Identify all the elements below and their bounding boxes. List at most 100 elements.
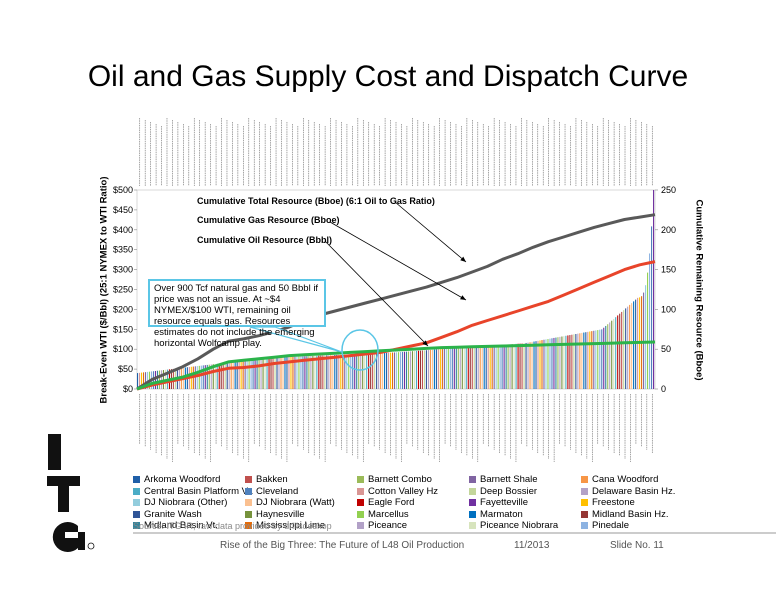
break-even-bar — [429, 349, 431, 389]
arrow-gas — [329, 221, 467, 301]
break-even-bar — [645, 285, 647, 389]
break-even-bar — [643, 292, 645, 389]
break-even-bar — [158, 370, 161, 389]
break-even-bar — [366, 353, 368, 389]
callout-pointer — [249, 326, 343, 353]
legend-swatch — [581, 476, 588, 484]
break-even-bar — [274, 357, 276, 389]
left-tick-label: $400 — [113, 225, 133, 235]
break-even-bar — [264, 358, 266, 389]
arrow-oil-head — [422, 340, 428, 346]
break-even-bar — [196, 366, 198, 389]
break-even-bar — [308, 356, 310, 389]
break-even-bar — [216, 363, 218, 389]
break-even-bar — [156, 370, 159, 389]
break-even-bar — [575, 334, 577, 389]
break-even-bar — [553, 337, 555, 389]
legend-swatch — [469, 487, 476, 495]
break-even-bar — [138, 372, 141, 389]
break-even-bar — [284, 357, 286, 389]
break-even-bar — [314, 355, 316, 389]
break-even-bar — [316, 355, 318, 389]
right-tick-label: 200 — [661, 225, 676, 235]
legend-label: Midland Basin Hz. — [592, 508, 669, 520]
break-even-bar — [493, 345, 495, 389]
break-even-bar — [523, 343, 525, 389]
break-even-bar — [280, 357, 282, 389]
break-even-bar — [599, 329, 601, 389]
break-even-bar — [266, 357, 268, 389]
break-even-bar — [433, 349, 435, 389]
break-even-bar — [334, 355, 336, 389]
break-even-bar — [208, 364, 210, 389]
break-even-bar — [613, 318, 615, 389]
source-note: Source: ITG IR, raw data provided by dri… — [133, 521, 332, 531]
break-even-bar — [384, 352, 386, 389]
legend-entry: Marcellus — [357, 509, 464, 521]
legend-entry: Central Basin Platform Vt. — [133, 486, 253, 498]
break-even-bar — [276, 357, 278, 389]
break-even-bar — [376, 353, 378, 389]
left-tick-label: $150 — [113, 324, 133, 334]
break-even-bar — [403, 351, 406, 389]
break-even-bar — [459, 347, 461, 389]
legend-label: Freestone — [592, 497, 635, 509]
break-even-bar — [154, 370, 157, 389]
legend-entry: Delaware Basin Hz. — [581, 486, 691, 498]
break-even-bar — [364, 353, 366, 389]
break-even-bar — [382, 352, 384, 389]
break-even-bar — [415, 350, 418, 389]
break-even-bar — [539, 340, 541, 389]
break-even-bar — [531, 341, 533, 389]
legend-entry: Deep Bossier — [469, 486, 576, 498]
break-even-bar — [621, 311, 623, 389]
legend-swatch — [357, 522, 364, 530]
break-even-bar — [623, 310, 625, 389]
legend-swatch — [357, 476, 364, 484]
break-even-bar — [236, 361, 238, 389]
break-even-bar — [250, 359, 252, 389]
legend-label: DJ Niobrara (Watt) — [256, 497, 335, 509]
break-even-bar — [326, 355, 328, 389]
slide-title: Oil and Gas Supply Cost and Dispatch Cur… — [87, 60, 689, 93]
break-even-bar — [407, 351, 410, 389]
break-even-bar — [262, 358, 264, 389]
break-even-bar — [330, 355, 332, 389]
break-even-bar — [320, 355, 322, 389]
legend-entry: DJ Niobrara (Other) — [133, 497, 240, 509]
break-even-bar — [360, 353, 362, 389]
break-even-bar — [232, 361, 234, 389]
break-even-bar — [649, 253, 651, 389]
legend-label: Mississippi Lime — [256, 520, 326, 532]
break-even-bar — [571, 334, 573, 389]
break-even-bar — [487, 345, 489, 389]
break-even-bar — [537, 340, 539, 389]
break-even-bar — [288, 356, 290, 389]
annotation-oil: Cumulative Oil Resource (Bbbl) — [197, 235, 333, 245]
break-even-bar — [467, 347, 469, 389]
break-even-bar — [449, 348, 451, 389]
legend-swatch — [133, 499, 140, 507]
legend-entry: Marmaton — [469, 509, 576, 521]
break-even-bar — [405, 351, 408, 389]
break-even-bar — [557, 337, 559, 389]
legend-entry: Pinedale — [581, 520, 691, 532]
legend-label: Arkoma Woodford — [144, 474, 221, 486]
legend: Arkoma Woodford Bakken Barnett Combo Barnet… — [133, 474, 773, 532]
break-even-bar — [543, 339, 545, 389]
break-even-bar — [380, 353, 382, 389]
break-even-bar — [603, 327, 605, 389]
break-even-bar — [633, 301, 635, 389]
break-even-bar — [585, 332, 587, 389]
left-tick-label: $200 — [113, 304, 133, 314]
break-even-bar — [160, 370, 163, 389]
break-even-bar — [477, 346, 479, 389]
footer-subtitle: Rise of the Big Three: The Future of L48… — [220, 540, 465, 551]
legend-swatch — [357, 510, 364, 518]
break-even-bar — [497, 345, 499, 389]
break-even-bar — [206, 364, 208, 389]
legend-swatch — [581, 487, 588, 495]
break-even-bar — [292, 356, 294, 389]
left-tick-label: $450 — [113, 205, 133, 215]
